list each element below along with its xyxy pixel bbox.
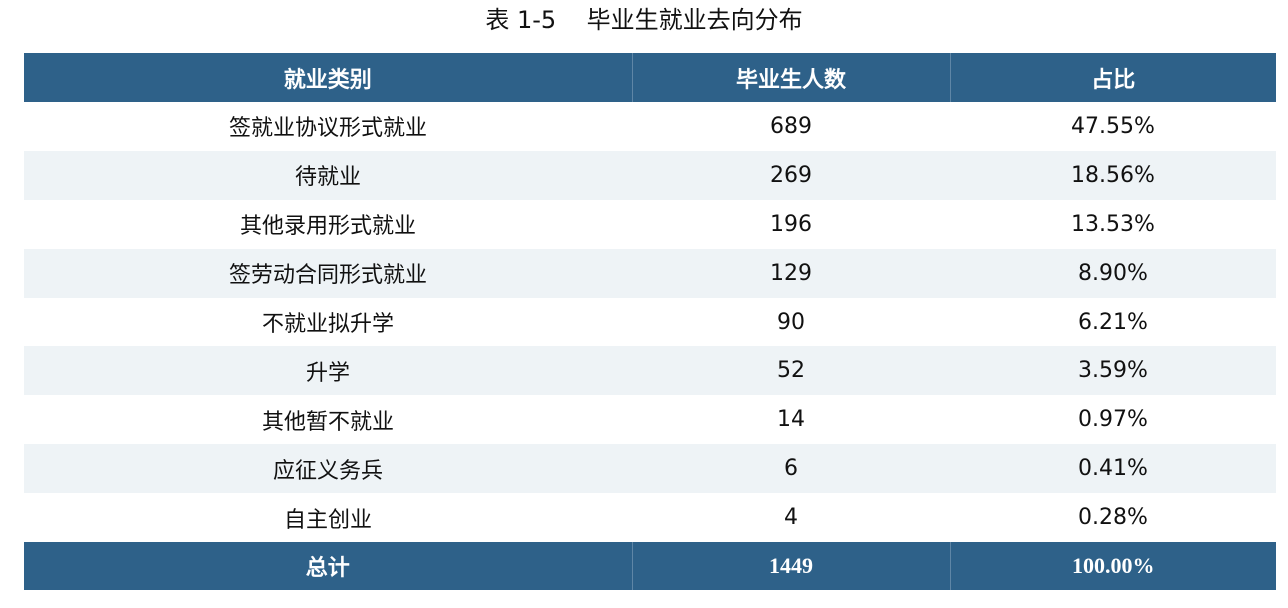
ratio-cell: 18.56% [950, 150, 1276, 200]
count-cell: 689 [770, 113, 812, 139]
category-cell: 签就业协议形式就业 [228, 116, 427, 142]
category-cell: 升学 [24, 346, 632, 396]
ratio-cell: 47.55% [1071, 113, 1155, 139]
category-cell: 待就业 [24, 150, 632, 200]
total-ratio: 100.00% [950, 542, 1276, 591]
table-title: 表 1-5 毕业生就业去向分布 [485, 6, 803, 34]
table-row: 签就业协议形式就业 689 47.55% [24, 102, 1276, 151]
table-row: 待就业 269 18.56% [24, 150, 1276, 200]
column-header-ratio: 占比 [950, 53, 1276, 102]
count-cell: 52 [632, 346, 950, 396]
table-row: 其他暂不就业 14 0.97% [24, 395, 1276, 444]
column-header-category: 就业类别 [24, 53, 633, 102]
employment-table: 就业类别 毕业生人数 占比 签就业协议形式就业 689 47.55% 待就业 269 18… [24, 53, 1276, 591]
category-cell: 不就业拟升学 [261, 312, 394, 337]
count-cell: 4 [784, 505, 798, 531]
header-row: 就业类别 毕业生人数 占比 [24, 53, 1276, 102]
category-cell: 自主创业 [283, 507, 372, 533]
table-row: 其他录用形式就业 196 13.53% [24, 200, 1276, 249]
count-cell: 14 [777, 407, 805, 433]
count-cell: 6 [632, 444, 950, 494]
table-row: 升学 52 3.59% [24, 346, 1276, 396]
category-cell: 其他录用形式就业 [239, 214, 416, 240]
ratio-cell: 8.90% [950, 248, 1276, 298]
ratio-cell: 13.53% [1071, 211, 1155, 237]
category-cell: 应征义务兵 [24, 444, 632, 494]
category-cell: 其他暂不就业 [261, 409, 394, 435]
column-header-count: 毕业生人数 [632, 53, 951, 102]
total-label: 总计 [24, 542, 633, 591]
ratio-cell: 0.41% [950, 444, 1276, 494]
table-row: 应征义务兵 6 0.41% [24, 444, 1276, 494]
table-row: 自主创业 4 0.28% [24, 493, 1276, 542]
count-cell: 90 [777, 309, 805, 335]
table-row: 签劳动合同形式就业 129 8.90% [24, 248, 1276, 298]
count-cell: 196 [770, 211, 812, 237]
total-count: 1449 [632, 542, 951, 591]
ratio-cell: 0.97% [1078, 407, 1148, 433]
category-cell: 签劳动合同形式就业 [24, 248, 632, 298]
table-row: 不就业拟升学 90 6.21% [24, 298, 1276, 347]
ratio-cell: 0.28% [1078, 505, 1148, 531]
ratio-cell: 3.59% [950, 346, 1276, 396]
total-row: 总计 1449 100.00% [24, 542, 1276, 591]
count-cell: 129 [632, 248, 950, 298]
count-cell: 269 [632, 150, 950, 200]
ratio-cell: 6.21% [1078, 309, 1148, 335]
